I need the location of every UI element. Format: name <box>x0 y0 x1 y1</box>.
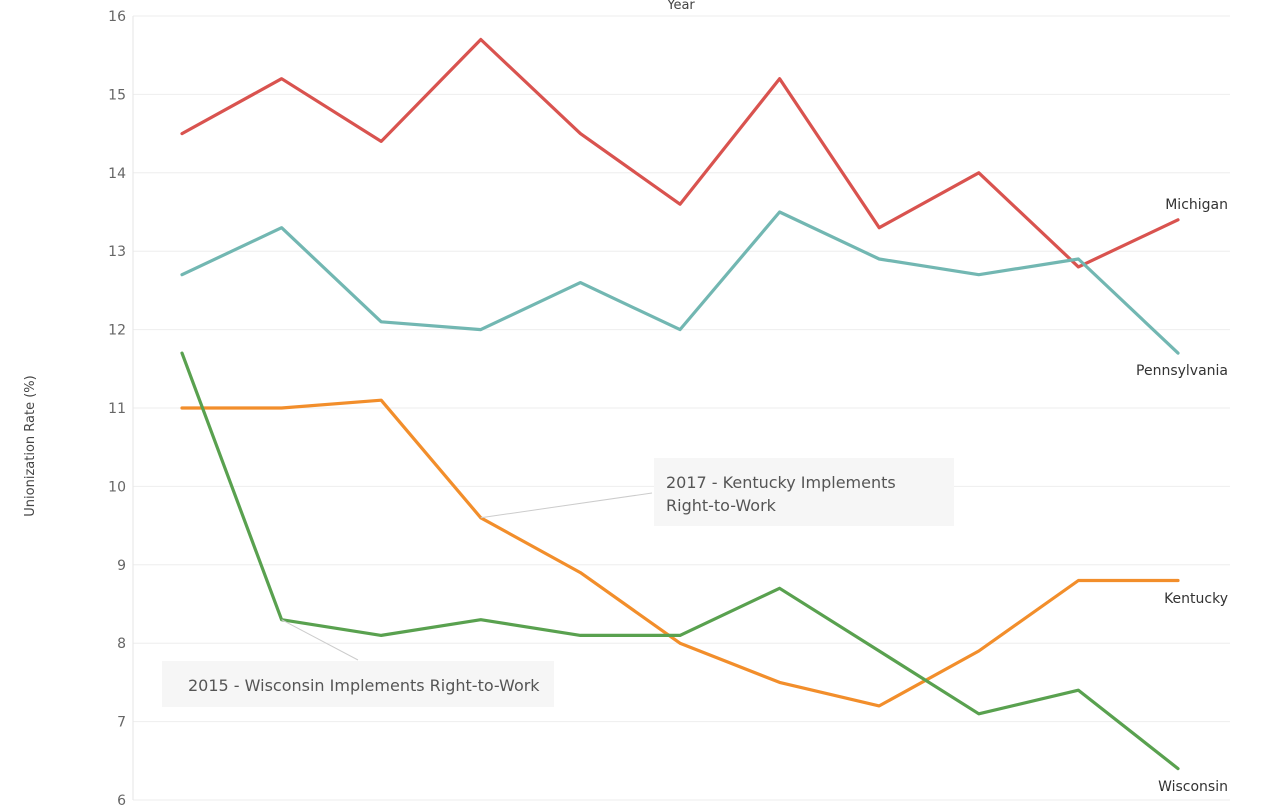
series-label-kentucky: Kentucky <box>1164 591 1228 607</box>
y-tick-label: 14 <box>108 166 126 182</box>
series-line-michigan <box>180 37 1180 269</box>
annotation-leader <box>480 492 653 519</box>
x-axis-title: Year <box>666 0 695 13</box>
axes: 6 7 8 9 10 11 12 13 14 15 16 Year Unionization Rate … <box>23 0 695 805</box>
y-tick-label: 13 <box>108 244 126 260</box>
series-label-wisconsin: Wisconsin <box>1158 779 1228 795</box>
series-label-pennsylvania: Pennsylvania <box>1136 363 1228 379</box>
series-line-kentucky <box>180 398 1180 708</box>
series-line-wisconsin <box>180 351 1180 771</box>
annotations: 2017 - Kentucky Implements Right-to-Work 2… <box>162 458 954 707</box>
y-tick-label: 11 <box>108 401 126 417</box>
y-tick-label: 6 <box>117 793 126 805</box>
series-labels: Michigan Pennsylvania Kentucky Wisconsin <box>1136 197 1228 795</box>
y-tick-label: 8 <box>117 636 126 652</box>
y-tick-label: 7 <box>117 715 126 731</box>
y-tick-label: 16 <box>108 9 126 25</box>
annotation-leader <box>281 619 359 661</box>
y-tick-label: 12 <box>108 323 126 339</box>
series-lines <box>180 37 1180 771</box>
y-axis-title: Unionization Rate (%) <box>23 375 38 516</box>
series-label-michigan: Michigan <box>1165 197 1228 213</box>
annotation-box <box>162 661 554 707</box>
y-tick-label: 10 <box>108 479 126 495</box>
annotation-text: 2015 - Wisconsin Implements Right-to-Wor… <box>188 676 540 695</box>
annotation-box <box>654 458 954 526</box>
annotation-text: Right-to-Work <box>666 496 777 515</box>
series-line-pennsylvania <box>180 210 1180 355</box>
annotation-text: 2017 - Kentucky Implements <box>666 473 896 492</box>
y-tick-label: 15 <box>108 87 126 103</box>
y-tick-label: 9 <box>117 558 126 574</box>
